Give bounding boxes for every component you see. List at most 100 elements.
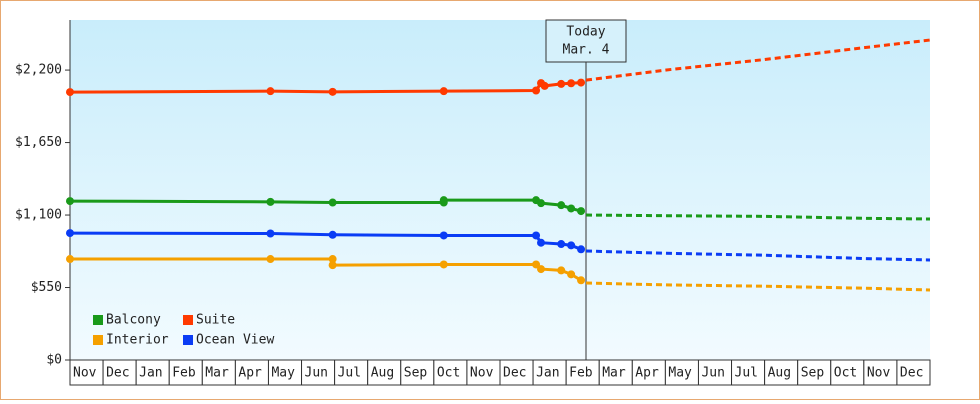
x-cell: [863, 359, 898, 386]
point: [532, 86, 541, 95]
y-tick-label: $0: [46, 353, 62, 368]
today-box: [545, 19, 627, 63]
today-title: Today: [566, 25, 605, 40]
x-tick-label: Oct: [834, 366, 857, 381]
point: [557, 79, 566, 88]
x-cell: [367, 359, 402, 386]
x-cell: [135, 359, 170, 386]
point: [328, 255, 337, 264]
point: [66, 88, 74, 97]
point: [266, 197, 275, 206]
x-cell: [433, 359, 468, 386]
point: [439, 87, 448, 96]
x-tick-label: Aug: [371, 366, 394, 381]
x-tick-label: Oct: [437, 366, 460, 381]
today-date: Mar. 4: [563, 43, 610, 58]
point: [532, 231, 541, 240]
x-tick-label: Dec: [106, 366, 129, 381]
forecast-line: [585, 249, 931, 262]
x-cell: [896, 359, 931, 386]
x-cell: [731, 359, 766, 386]
x-cell: [301, 359, 336, 386]
point: [266, 229, 275, 238]
forecast-line: [585, 213, 931, 221]
point: [266, 255, 275, 264]
x-tick-label: Jan: [139, 366, 162, 381]
point: [439, 231, 448, 240]
plot-area: [70, 20, 930, 360]
point: [66, 255, 74, 264]
x-tick-label: Jul: [338, 366, 361, 381]
series-line: [70, 257, 582, 282]
point: [439, 260, 448, 269]
x-tick-label: Mar: [602, 366, 626, 381]
point: [537, 199, 546, 208]
x-tick-label: Sep: [404, 366, 428, 381]
x-cell: [69, 359, 104, 386]
point: [66, 229, 74, 238]
y-tick-label: $2,200: [15, 63, 62, 78]
x-tick-label: Dec: [900, 366, 923, 381]
forecast-line: [585, 38, 931, 82]
x-tick-label: Jun: [701, 366, 724, 381]
series-line: [69, 80, 582, 94]
x-tick-label: Nov: [867, 366, 891, 381]
x-cell: [168, 359, 203, 386]
legend-label: Suite: [196, 313, 235, 328]
point: [577, 78, 586, 87]
point: [557, 240, 566, 249]
x-tick-label: Dec: [503, 366, 526, 381]
x-cell: [797, 359, 832, 386]
x-cell: [631, 359, 666, 386]
legend-swatch: [183, 335, 193, 345]
y-tick-label: $1,100: [15, 208, 62, 223]
point: [577, 207, 586, 216]
x-cell: [565, 359, 600, 386]
point: [328, 230, 337, 239]
series-line: [69, 198, 582, 213]
point: [557, 201, 566, 210]
x-cell: [664, 359, 699, 386]
point: [328, 87, 337, 96]
x-cell: [830, 359, 865, 386]
x-tick-label: Aug: [768, 366, 791, 381]
legend-label: Ocean View: [196, 333, 274, 348]
x-tick-label: Mar: [205, 366, 229, 381]
x-cell: [697, 359, 733, 386]
x-tick-label: Feb: [172, 366, 196, 381]
x-tick-label: Apr: [238, 366, 262, 381]
x-tick-label: Apr: [635, 366, 659, 381]
x-tick-label: May: [271, 366, 295, 381]
x-cell: [102, 359, 137, 386]
point: [328, 261, 337, 270]
y-tick-label: $550: [31, 280, 62, 295]
point: [567, 79, 576, 88]
legend-swatch: [93, 315, 103, 325]
point: [567, 241, 576, 250]
x-tick-label: Nov: [73, 366, 97, 381]
point: [577, 245, 586, 254]
legend-label: Interior: [106, 333, 169, 348]
x-tick-label: Feb: [569, 366, 593, 381]
x-cell: [532, 359, 567, 386]
point: [266, 87, 275, 96]
legend-swatch: [93, 335, 103, 345]
x-cell: [764, 359, 799, 386]
legend-swatch: [183, 315, 193, 325]
forecast-line: [585, 281, 931, 292]
x-tick-label: Jan: [536, 366, 559, 381]
point: [577, 276, 586, 285]
point: [567, 204, 576, 213]
x-tick-label: May: [668, 366, 692, 381]
x-cell: [466, 359, 501, 386]
point: [537, 238, 546, 247]
point: [328, 198, 337, 207]
point: [537, 265, 546, 274]
point: [439, 196, 448, 205]
x-tick-label: Jul: [735, 366, 758, 381]
point: [567, 270, 576, 279]
x-tick-label: Sep: [801, 366, 825, 381]
legend-label: Balcony: [106, 313, 161, 328]
point: [66, 197, 74, 206]
